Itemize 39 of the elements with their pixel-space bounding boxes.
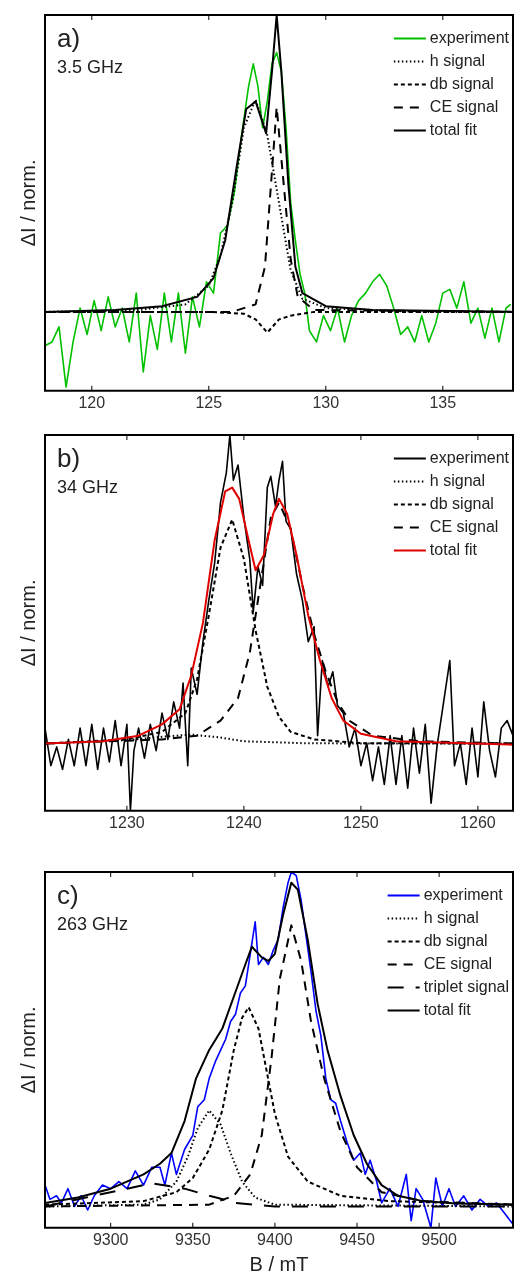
legend-label: CE signal: [429, 97, 499, 115]
annotation: 34 GHz: [57, 476, 119, 497]
legend-label: CE signal: [423, 954, 493, 972]
legend-label: db signal: [429, 74, 494, 92]
legend-label: experiment: [423, 885, 504, 903]
legend-label: total fit: [429, 540, 478, 558]
y-axis-title: ΔI / norm.: [16, 579, 39, 667]
legend-label: h signal: [429, 51, 486, 69]
x-tick-label: 130: [312, 393, 340, 411]
x-tick-label: 9350: [174, 1230, 211, 1248]
legend-label: total fit: [429, 120, 478, 138]
x-tick-label: 1230: [109, 813, 145, 831]
x-tick-label: 9400: [257, 1230, 293, 1248]
annotation: c): [57, 880, 79, 911]
x-tick-label: 125: [195, 393, 223, 411]
legend-label: triplet signal: [423, 977, 509, 995]
legend-label: experiment: [429, 28, 510, 46]
x-tick-label: 9450: [339, 1230, 375, 1248]
x-tick-label: 1240: [226, 813, 262, 831]
y-axis-title: ΔI / norm.: [16, 1006, 39, 1094]
annotation: b): [57, 443, 81, 474]
annotation: 3.5 GHz: [57, 56, 124, 77]
x-tick-label: 9500: [421, 1230, 457, 1248]
x-tick-label: 120: [78, 393, 106, 411]
x-tick-label: 1250: [343, 813, 379, 831]
x-tick-label: 135: [429, 393, 457, 411]
x-axis-title: B / mT: [249, 1252, 309, 1271]
x-tick-label: 9300: [92, 1230, 129, 1248]
legend-label: h signal: [423, 908, 479, 926]
legend-label: db signal: [423, 931, 488, 949]
annotation: 263 GHz: [57, 913, 129, 934]
legend-label: CE signal: [429, 517, 499, 535]
x-tick-label: 1260: [460, 813, 496, 831]
annotation: a): [57, 23, 81, 54]
y-axis-title: ΔI / norm.: [16, 159, 39, 247]
legend-label: db signal: [429, 494, 494, 512]
legend-label: total fit: [423, 1000, 472, 1018]
legend-label: h signal: [429, 471, 486, 489]
legend-label: experiment: [429, 448, 510, 466]
